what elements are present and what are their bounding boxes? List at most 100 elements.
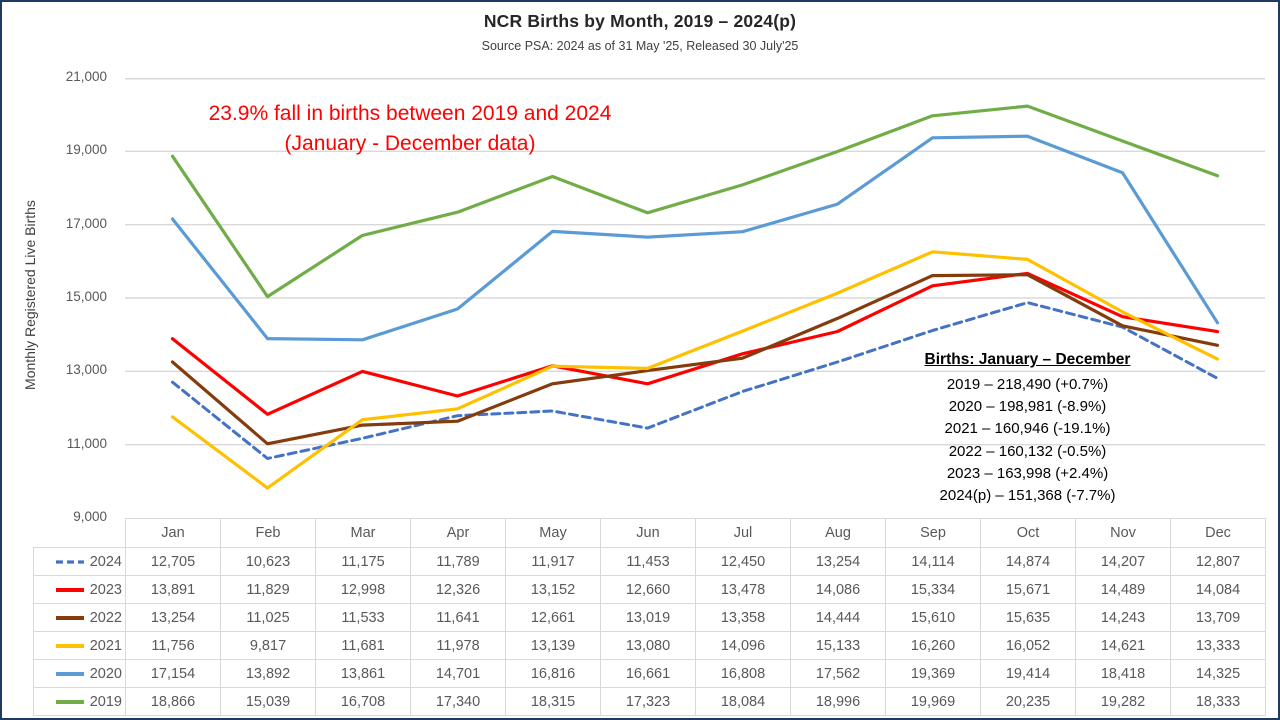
value-cell-2024: 14,114 — [885, 547, 981, 576]
value-cell-2024: 12,807 — [1170, 547, 1266, 576]
births-summary-title: Births: January – December — [924, 351, 1131, 368]
births-summary-2024: 2024(p) – 151,368 (-7.7%) — [939, 487, 1116, 505]
value-cell-2022: 14,444 — [790, 603, 886, 632]
y-tick-label: 13,000 — [65, 362, 107, 378]
value-cell-2023: 13,478 — [695, 575, 791, 604]
month-header-cell: Feb — [220, 518, 316, 548]
month-header-row: Jan Feb Mar Apr May Jun Jul Aug Sep Oct Nov Dec — [33, 518, 1266, 548]
value-cell-2024: 11,175 — [315, 547, 411, 576]
series-year-label: 2019 — [89, 693, 122, 710]
value-cell-2021: 11,681 — [315, 631, 411, 660]
legend-marker-2019 — [55, 699, 84, 704]
plot-area — [125, 78, 1265, 490]
value-cell-2019: 18,333 — [1170, 687, 1266, 716]
legend-inner: 2022 — [35, 609, 122, 626]
value-cell-2020: 18,418 — [1075, 659, 1171, 688]
value-cell-2019: 19,282 — [1075, 687, 1171, 716]
value-cell-2024: 14,874 — [980, 547, 1076, 576]
value-cell-2024: 12,450 — [695, 547, 791, 576]
series-line-2021 — [170, 250, 1220, 490]
series-year-label: 2023 — [89, 581, 122, 598]
legend-inner: 2024 — [35, 553, 122, 570]
series-legend-cell: 2020 — [33, 659, 126, 688]
data-table: Jan Feb Mar Apr May Jun Jul Aug Sep Oct Nov Dec 2024… — [33, 518, 1266, 716]
value-cell-2023: 15,334 — [885, 575, 981, 604]
month-header-cell: Mar — [315, 518, 411, 548]
value-cell-2019: 17,340 — [410, 687, 506, 716]
legend-marker-2021 — [55, 643, 84, 648]
series-legend-cell: 2023 — [33, 575, 126, 604]
value-cell-2020: 14,701 — [410, 659, 506, 688]
value-cell-2022: 12,661 — [505, 603, 601, 632]
value-cell-2022: 14,243 — [1075, 603, 1171, 632]
value-cell-2022: 13,358 — [695, 603, 791, 632]
value-cell-2023: 12,998 — [315, 575, 411, 604]
value-cell-2022: 15,610 — [885, 603, 981, 632]
births-summary-2021: 2021 – 160,946 (-19.1%) — [944, 420, 1111, 438]
month-header-cell: Dec — [1170, 518, 1266, 548]
value-cell-2023: 14,086 — [790, 575, 886, 604]
series-legend-cell: 2021 — [33, 631, 126, 660]
value-cell-2021: 11,978 — [410, 631, 506, 660]
table-corner-cell — [33, 518, 126, 548]
y-tick-label: 15,000 — [65, 289, 107, 304]
legend-inner: 2019 — [35, 693, 122, 710]
value-cell-2019: 18,866 — [125, 687, 221, 716]
y-tick-label: 19,000 — [65, 142, 107, 158]
births-summary-2023: 2023 – 163,998 (+2.4%) — [946, 464, 1109, 482]
series-year-label: 2024 — [89, 553, 122, 570]
value-cell-2021: 16,260 — [885, 631, 981, 660]
y-axis-labels: 9,000 11,000 13,000 15,000 17,000 19,000 21,00… — [0, 0, 107, 720]
value-cell-2020: 19,369 — [885, 659, 981, 688]
series-line-2019 — [170, 104, 1220, 299]
month-header-cell: Jan — [125, 518, 221, 548]
chart-subtitle: Source PSA: 2024 as of 31 May '25, Relea… — [481, 39, 799, 53]
value-cell-2019: 17,323 — [600, 687, 696, 716]
births-summary: Births: January – December 2019 – 218,49… — [880, 349, 1175, 507]
month-header-cell: Aug — [790, 518, 886, 548]
value-cell-2020: 17,562 — [790, 659, 886, 688]
value-cell-2022: 13,019 — [600, 603, 696, 632]
value-cell-2020: 16,808 — [695, 659, 791, 688]
month-header-cell: Oct — [980, 518, 1076, 548]
births-summary-2022: 2022 – 160,132 (-0.5%) — [948, 442, 1107, 460]
series-line-2022 — [170, 273, 1220, 446]
value-cell-2024: 11,453 — [600, 547, 696, 576]
legend-inner: 2021 — [35, 638, 122, 654]
legend-inner: 2020 — [35, 665, 122, 682]
value-cell-2019: 16,708 — [315, 687, 411, 716]
series-year-label: 2022 — [89, 609, 122, 626]
fall-annotation-line1: 23.9% fall in births between 2019 and 20… — [208, 102, 612, 125]
value-cell-2022: 11,025 — [220, 603, 316, 632]
fall-annotation-line2: (January - December data) — [284, 132, 536, 155]
value-cell-2021: 16,052 — [980, 631, 1076, 660]
value-cell-2020: 13,892 — [220, 659, 316, 688]
legend-inner: 2023 — [35, 581, 122, 598]
value-cell-2021: 9,817 — [220, 631, 316, 660]
series-legend-cell: 2022 — [33, 603, 126, 632]
series-year-label: 2020 — [89, 665, 122, 682]
y-tick-label: 11,000 — [66, 435, 107, 451]
value-cell-2023: 13,891 — [125, 575, 221, 604]
value-cell-2020: 16,816 — [505, 659, 601, 688]
series-row-2022: 2022 13,254 11,025 11,533 11,641 12,661 13,019… — [33, 603, 1266, 632]
value-cell-2024: 13,254 — [790, 547, 886, 576]
value-cell-2022: 11,533 — [315, 603, 411, 632]
value-cell-2023: 11,829 — [220, 575, 316, 604]
data-table-wrap: Jan Feb Mar Apr May Jun Jul Aug Sep Oct Nov Dec 2024… — [33, 518, 1266, 716]
legend-marker-2020 — [55, 671, 84, 676]
series-legend-cell: 2024 — [33, 547, 126, 576]
births-summary-2020: 2020 – 198,981 (-8.9%) — [948, 398, 1107, 416]
value-cell-2024: 11,789 — [410, 547, 506, 576]
value-cell-2023: 14,084 — [1170, 575, 1266, 604]
legend-marker-2023 — [55, 587, 84, 592]
month-header-cell: Jun — [600, 518, 696, 548]
value-cell-2022: 11,641 — [410, 603, 506, 632]
series-row-2019: 2019 18,866 15,039 16,708 17,340 18,315 17,323… — [33, 687, 1266, 716]
fall-annotation: 23.9% fall in births between 2019 and 20… — [150, 99, 670, 159]
y-tick-label: 17,000 — [65, 215, 107, 231]
value-cell-2023: 15,671 — [980, 575, 1076, 604]
value-cell-2023: 14,489 — [1075, 575, 1171, 604]
value-cell-2022: 13,709 — [1170, 603, 1266, 632]
